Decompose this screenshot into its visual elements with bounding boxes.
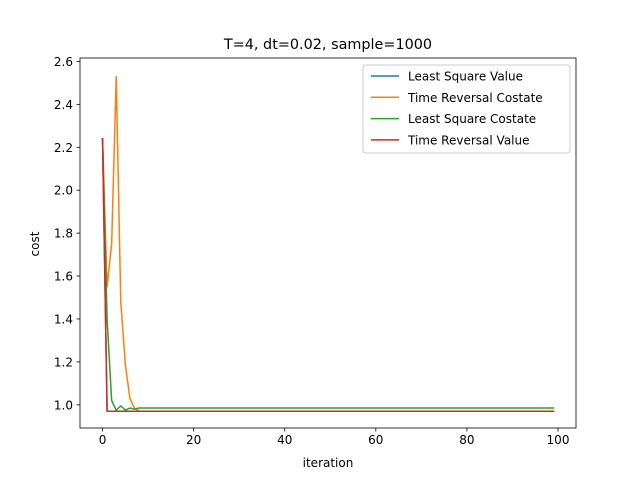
legend-box: [362, 64, 571, 154]
y-tick-label: 1.2: [54, 355, 73, 369]
y-tick-label: 1.0: [54, 398, 73, 412]
x-axis-label: iteration: [303, 456, 354, 470]
y-tick-label: 2.4: [54, 98, 73, 112]
chart-title: T=4, dt=0.02, sample=1000: [223, 37, 432, 53]
legend-label: Least Square Costate: [408, 112, 536, 126]
y-tick-label: 1.6: [54, 270, 73, 284]
series-line-4: [101, 137, 555, 413]
y-tick-label: 2.0: [54, 184, 73, 198]
x-tick-label: 40: [277, 433, 292, 447]
plot-area: 0 20 40 60 80 100 1.0 1.2 1.4 1.6 1.8 2.0 2.2 2.4 2.6: [54, 55, 577, 447]
legend-label: Time Reversal Value: [407, 133, 530, 147]
x-tick-label: 80: [459, 433, 474, 447]
y-axis-label: cost: [28, 231, 42, 256]
y-tick-label: 1.4: [54, 312, 73, 326]
y-tick-label: 1.8: [54, 227, 73, 241]
legend: Least Square Value Time Reversal Costate L…: [362, 64, 571, 154]
x-tick-label: 100: [547, 433, 570, 447]
axes-frame: [79, 57, 577, 429]
series-line-3: [101, 137, 555, 411]
legend-label: Time Reversal Costate: [407, 91, 543, 105]
legend-label: Least Square Value: [408, 70, 523, 84]
y-tick-label: 2.2: [54, 141, 73, 155]
x-tick-label: 0: [99, 433, 107, 447]
x-tick-label: 60: [368, 433, 383, 447]
x-tick-label: 20: [186, 433, 201, 447]
y-tick-label: 2.6: [54, 55, 73, 69]
